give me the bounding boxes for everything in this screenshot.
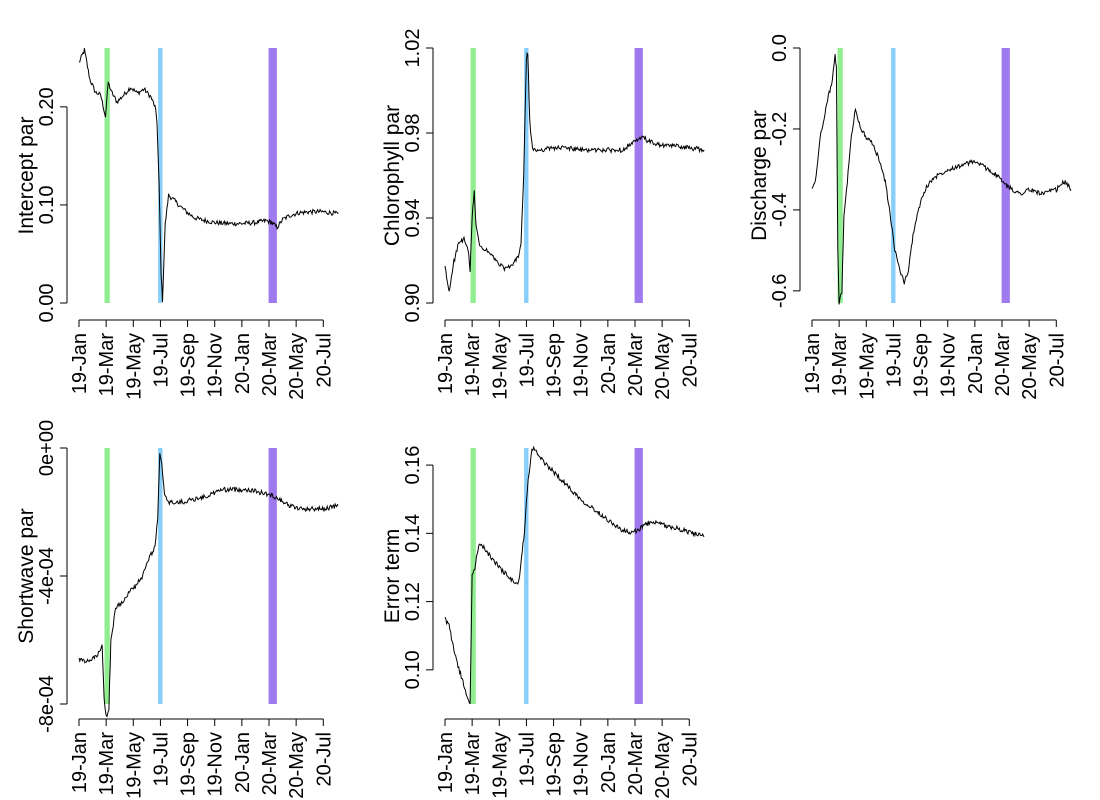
highlight-band-1 bbox=[470, 448, 476, 704]
y-tick-label: 0.10 bbox=[402, 650, 424, 689]
x-tick-label: 20-Jul bbox=[679, 333, 701, 387]
series-line bbox=[78, 48, 339, 303]
x-tick-label: 20-Jan bbox=[598, 732, 620, 793]
x-tick-label: 20-May bbox=[286, 333, 308, 400]
highlight-band-2 bbox=[891, 48, 896, 303]
x-tick-label: 19-Nov bbox=[938, 333, 960, 397]
x-tick-label: 19-May bbox=[489, 732, 511, 799]
x-tick-label: 19-Sep bbox=[911, 333, 933, 398]
x-tick-label: 20-Mar bbox=[625, 732, 647, 796]
x-tick-label: 20-Jan bbox=[598, 333, 620, 394]
x-tick-label: 19-Nov bbox=[571, 732, 593, 796]
x-tick-label: 19-Nov bbox=[205, 333, 227, 397]
series-line bbox=[811, 54, 1072, 305]
x-tick-label: 20-May bbox=[652, 333, 674, 400]
x-tick-label: 19-Jan bbox=[435, 333, 457, 394]
highlight-band-1 bbox=[104, 448, 110, 704]
x-tick-label: 19-May bbox=[856, 333, 878, 400]
highlight-band-2 bbox=[158, 448, 163, 704]
y-axis-label: Chlorophyll par bbox=[381, 105, 404, 246]
x-tick-label: 19-Jan bbox=[802, 333, 824, 394]
highlight-band-3 bbox=[634, 448, 643, 704]
x-tick-label: 19-May bbox=[489, 333, 511, 400]
x-tick-label: 19-Sep bbox=[544, 333, 566, 398]
x-tick-label: 19-Jul bbox=[150, 732, 172, 786]
series-line bbox=[444, 445, 705, 705]
x-tick-label: 20-Jul bbox=[313, 333, 335, 387]
series-line bbox=[78, 453, 339, 718]
x-tick-label: 19-Jul bbox=[516, 333, 538, 387]
y-tick-label: -8e-04 bbox=[36, 675, 58, 733]
x-tick-label: 19-Mar bbox=[462, 732, 484, 796]
x-tick-label: 19-Jan bbox=[69, 333, 91, 394]
x-tick-label: 20-Jan bbox=[232, 732, 254, 793]
y-tick-label: -4e-04 bbox=[36, 547, 58, 605]
x-tick-label: 19-Nov bbox=[205, 732, 227, 796]
y-axis-label: Intercept par bbox=[15, 117, 38, 235]
x-tick-label: 19-Jul bbox=[883, 333, 905, 387]
x-tick-label: 20-Jan bbox=[232, 333, 254, 394]
x-tick-label: 19-Mar bbox=[96, 732, 118, 796]
x-tick-label: 19-May bbox=[123, 333, 145, 400]
highlight-band-2 bbox=[158, 48, 163, 303]
y-tick-label: -0.6 bbox=[769, 274, 791, 308]
y-tick-label: 0.14 bbox=[402, 514, 424, 553]
x-tick-label: 19-Jul bbox=[516, 732, 538, 786]
x-tick-label: 20-Mar bbox=[259, 333, 281, 397]
x-tick-label: 19-Sep bbox=[178, 333, 200, 398]
y-axis-label: Discharge par bbox=[748, 110, 771, 241]
y-tick-label: 0.98 bbox=[402, 114, 424, 153]
highlight-band-1 bbox=[837, 48, 843, 303]
x-tick-label: 19-Jan bbox=[69, 732, 91, 793]
highlight-band-2 bbox=[524, 48, 529, 303]
x-tick-label: 19-Mar bbox=[829, 333, 851, 397]
x-tick-label: 19-Nov bbox=[571, 333, 593, 397]
y-tick-label: 0e+00 bbox=[36, 420, 58, 476]
y-tick-label: 0.12 bbox=[402, 582, 424, 621]
highlight-band-2 bbox=[524, 448, 529, 704]
x-tick-label: 20-Mar bbox=[259, 732, 281, 796]
y-tick-label: 0.20 bbox=[36, 87, 58, 126]
highlight-band-3 bbox=[268, 48, 277, 303]
x-tick-label: 20-May bbox=[1019, 333, 1041, 400]
y-axis-label: Shortwave par bbox=[15, 508, 38, 643]
x-tick-label: 19-Sep bbox=[544, 732, 566, 797]
series-line bbox=[444, 52, 705, 292]
x-tick-label: 20-May bbox=[286, 732, 308, 799]
y-tick-label: -0.2 bbox=[769, 112, 791, 146]
y-tick-label: 0.00 bbox=[36, 284, 58, 323]
y-tick-label: 0.0 bbox=[769, 34, 791, 62]
x-tick-label: 20-Jul bbox=[679, 732, 701, 786]
highlight-band-3 bbox=[1001, 48, 1010, 303]
x-tick-label: 20-Jul bbox=[1046, 333, 1068, 387]
x-tick-label: 20-Jul bbox=[313, 732, 335, 786]
y-tick-label: 0.16 bbox=[402, 446, 424, 485]
x-tick-label: 19-Sep bbox=[178, 732, 200, 797]
x-tick-label: 19-Jul bbox=[150, 333, 172, 387]
highlight-band-3 bbox=[634, 48, 643, 303]
y-tick-label: 0.90 bbox=[402, 284, 424, 323]
y-tick-label: 0.94 bbox=[402, 199, 424, 238]
y-axis-label: Error term bbox=[381, 529, 404, 624]
x-tick-label: 20-Jan bbox=[965, 333, 987, 394]
highlight-band-1 bbox=[470, 48, 476, 303]
chart-panel-3: -0.6 -0.4 -0.2 0.0 Discharge par 19-Jan 19-Mar… bbox=[748, 34, 1072, 400]
highlight-band-3 bbox=[268, 448, 277, 704]
y-tick-label: 0.10 bbox=[36, 185, 58, 224]
x-tick-label: 20-Mar bbox=[625, 333, 647, 397]
highlight-band-1 bbox=[104, 48, 110, 303]
x-tick-label: 20-Mar bbox=[992, 333, 1014, 397]
x-tick-label: 19-Mar bbox=[96, 333, 118, 397]
x-tick-label: 19-Mar bbox=[462, 333, 484, 397]
x-tick-label: 19-Jan bbox=[435, 732, 457, 793]
x-tick-label: 19-May bbox=[123, 732, 145, 799]
y-tick-label: -0.4 bbox=[769, 193, 791, 227]
x-tick-label: 20-May bbox=[652, 732, 674, 799]
y-tick-label: 1.02 bbox=[402, 29, 424, 68]
